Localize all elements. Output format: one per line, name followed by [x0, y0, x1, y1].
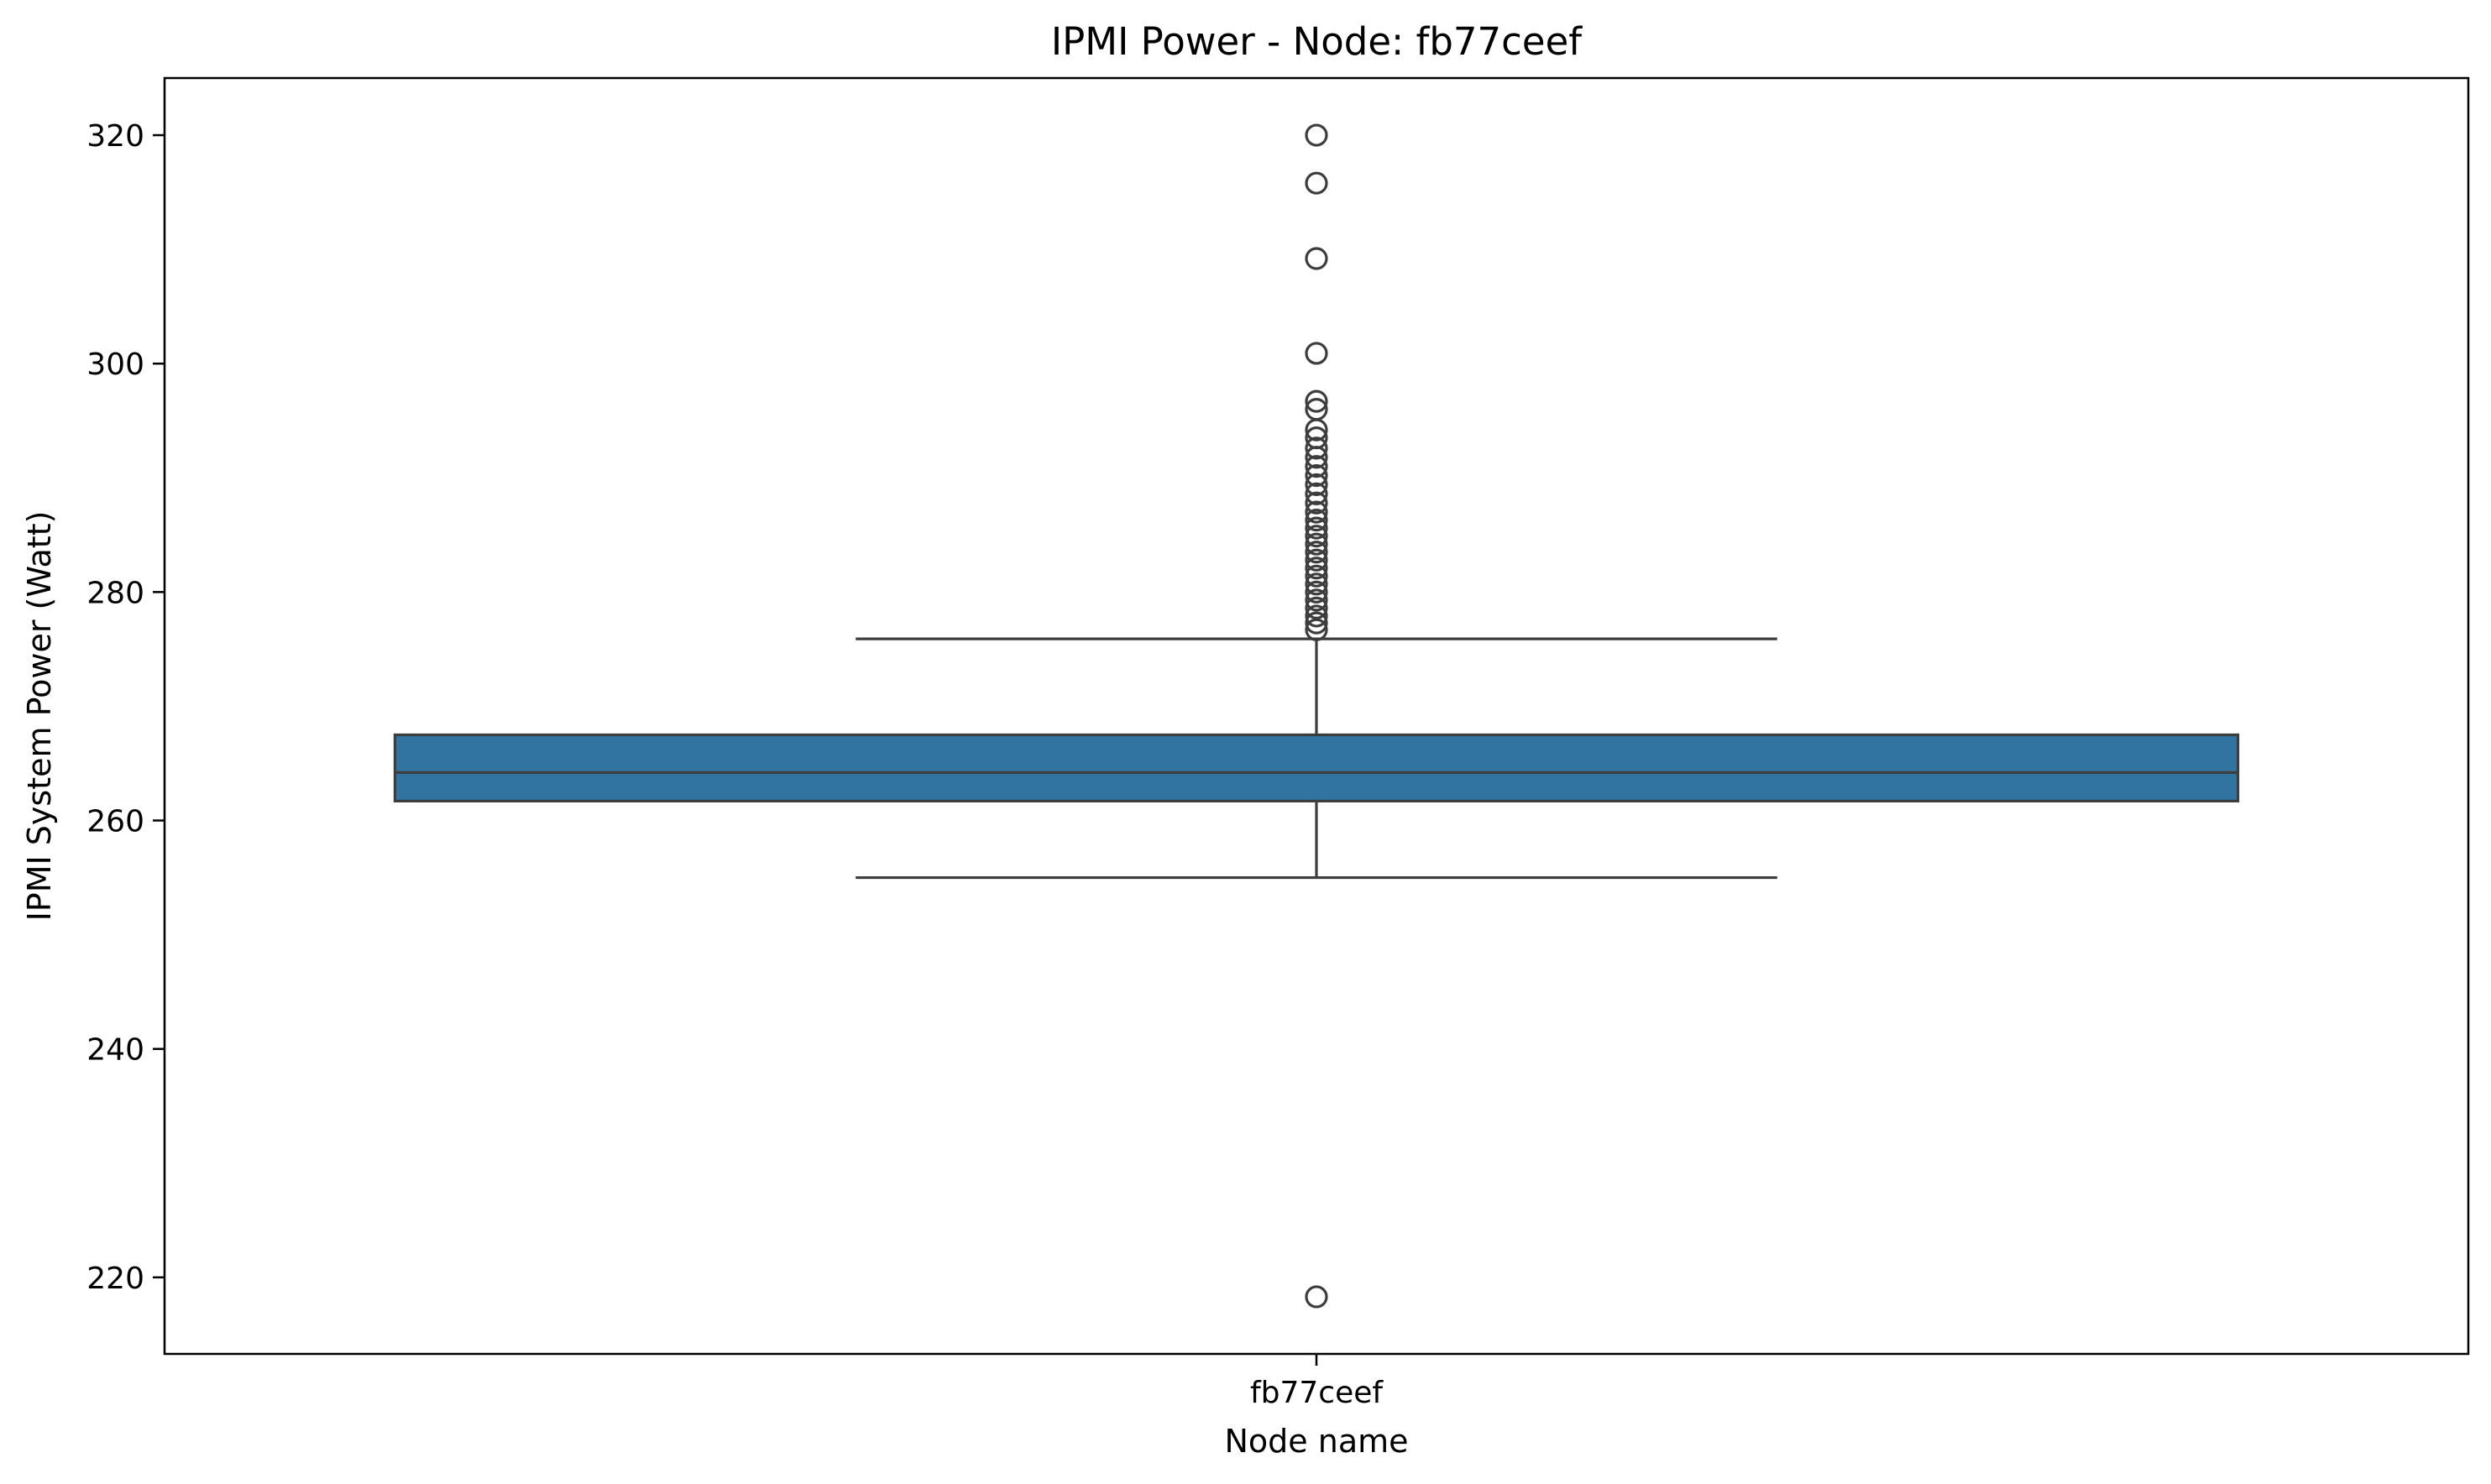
outlier-point [1305, 463, 1328, 488]
outlier-point [1305, 580, 1328, 604]
outlier-point [1305, 611, 1328, 635]
outlier-point [1305, 618, 1328, 641]
outlier-point [1305, 564, 1328, 588]
y-tick-label: 240 [86, 1033, 144, 1068]
outlier-point [1305, 604, 1328, 628]
outlier-point [1305, 436, 1328, 460]
outlier-point [1305, 572, 1328, 596]
y-axis: 220 240 260 280 300 320 [86, 119, 165, 1296]
y-tick-label: 280 [86, 576, 144, 610]
outlier-point [1305, 509, 1328, 532]
outlier-point [1305, 556, 1328, 580]
x-axis: fb77ceef [1250, 1354, 1384, 1410]
y-tick-label: 320 [86, 119, 144, 154]
outlier-point [1305, 389, 1328, 413]
plot-area [393, 123, 2240, 1309]
outlier-point [1305, 426, 1328, 450]
iqr-box [393, 733, 2240, 802]
outlier-point [1305, 500, 1328, 524]
outlier-point [1305, 588, 1328, 612]
outlier-point [1305, 516, 1328, 540]
x-axis-title: Node name [1224, 1423, 1408, 1460]
outlier-point [1305, 525, 1328, 548]
outlier-point [1305, 398, 1328, 421]
outlier-point [1305, 455, 1328, 478]
y-tick-label: 260 [86, 805, 144, 839]
chart-title: IPMI Power - Node: fb77ceef [1051, 19, 1583, 64]
x-tick-label: fb77ceef [1250, 1376, 1384, 1410]
outlier-point [1305, 247, 1328, 270]
outlier-point [1305, 596, 1328, 620]
outlier-point [1305, 171, 1328, 195]
outlier-point [1305, 482, 1328, 505]
outlier-point [1305, 541, 1328, 564]
outlier-point [1305, 1285, 1328, 1309]
outlier-point [1305, 491, 1328, 515]
outlier-point [1305, 123, 1328, 147]
y-tick-label: 220 [86, 1262, 144, 1296]
outlier-point [1305, 342, 1328, 365]
outlier-point [1305, 548, 1328, 572]
y-tick-label: 300 [86, 347, 144, 382]
outlier-point [1305, 532, 1328, 556]
outlier-point [1305, 473, 1328, 497]
y-axis-title: IPMI System Power (Watt) [21, 511, 58, 922]
